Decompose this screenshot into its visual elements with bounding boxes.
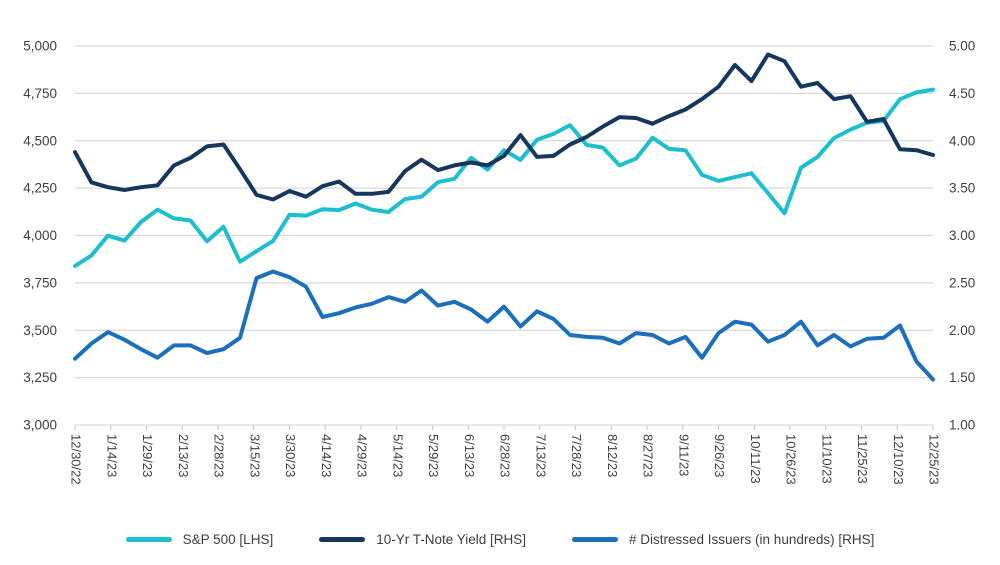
x-axis-tick-label: 1/14/23: [104, 434, 119, 477]
legend: S&P 500 [LHS] 10-Yr T-Note Yield [RHS] #…: [0, 524, 1000, 554]
x-axis-tick-label: 6/13/23: [462, 434, 477, 477]
x-axis-tick-label: 6/28/23: [498, 434, 513, 477]
left-axis-tick-label: 3,000: [23, 418, 57, 433]
right-axis-tick-label: 2.50: [949, 275, 975, 290]
left-axis-tick-label: 4,750: [23, 86, 57, 101]
x-axis-tick-label: 11/10/23: [819, 434, 834, 484]
x-axis-tick-label: 12/25/23: [927, 434, 942, 485]
x-axis-tick-label: 4/14/23: [319, 434, 334, 477]
left-axis-labels: 5,000 4,750 4,500 4,250 4,000 3,750 3,500 3,250…: [23, 39, 57, 433]
x-axis-tick-label: 3/15/23: [247, 434, 262, 477]
chart-svg: 5,000 4,750 4,500 4,250 4,000 3,750 3,500 3,250…: [23, 39, 975, 485]
legend-label-distressed: # Distressed Issuers (in hundreds) [RHS]: [629, 531, 875, 547]
right-axis-tick-label: 5.00: [949, 39, 975, 54]
right-axis-tick-label: 4.00: [949, 133, 975, 148]
x-axis-tick-label: 2/13/23: [176, 434, 191, 477]
left-axis-tick-label: 3,500: [23, 323, 57, 338]
x-axis-tick-label: 5/14/23: [390, 434, 405, 477]
right-axis-tick-label: 1.50: [949, 370, 975, 385]
x-axis-tick-label: 7/13/23: [533, 434, 548, 477]
x-axis-tick-label: 9/11/23: [676, 434, 691, 476]
right-axis-tick-label: 3.00: [949, 228, 975, 243]
left-axis-tick-label: 5,000: [23, 39, 57, 54]
legend-item-tnote: 10-Yr T-Note Yield [RHS]: [319, 532, 526, 547]
right-axis-tick-label: 2.00: [949, 323, 975, 338]
x-axis-tick-label: 3/30/23: [283, 434, 298, 477]
right-axis-tick-label: 3.50: [949, 181, 975, 196]
x-axis-labels: 12/30/22 1/14/23 1/29/23 2/13/23 2/28/23 3/15…: [69, 434, 942, 485]
right-axis-tick-label: 4.50: [949, 86, 975, 101]
plot-area: 5,000 4,750 4,500 4,250 4,000 3,750 3,500 3,250…: [23, 39, 975, 485]
x-axis-tick-label: 10/26/23: [784, 434, 799, 485]
left-axis-tick-label: 3,250: [23, 370, 57, 385]
legend-item-sp500: S&P 500 [LHS]: [125, 531, 274, 547]
right-axis-labels: 5.00 4.50 4.00 3.50 3.00 2.50 2.00 1.50 1.00: [949, 39, 975, 433]
left-axis-tick-label: 4,250: [23, 181, 57, 196]
sp500-line: [73, 87, 935, 268]
x-axis-tick-label: 7/28/23: [569, 434, 584, 477]
legend-label-sp500: S&P 500 [LHS]: [182, 531, 274, 547]
x-axis-tick-label: 10/11/23: [748, 434, 763, 484]
x-axis-tick-label: 4/29/23: [355, 434, 370, 477]
x-axis-tick-label: 8/12/23: [605, 434, 620, 477]
sp500-line-swatch: [125, 536, 172, 542]
right-axis-tick-label: 1.00: [949, 418, 975, 433]
x-axis-tick-label: 12/30/22: [69, 434, 84, 485]
tnote-line-swatch: [319, 536, 366, 542]
left-axis-tick-label: 3,750: [23, 275, 57, 290]
legend-label-tnote: 10-Yr T-Note Yield [RHS]: [376, 531, 527, 547]
left-axis-tick-label: 4,500: [23, 133, 57, 148]
distressed-line-swatch: [572, 536, 619, 542]
x-axis-tick-label: 11/25/23: [855, 434, 870, 484]
x-axis-tick-label: 8/27/23: [641, 434, 656, 477]
x-axis-tick-label: 2/28/23: [212, 434, 227, 477]
x-axis-tick-label: 9/26/23: [712, 434, 727, 477]
x-axis-ticks: [74, 425, 934, 430]
x-axis-tick-label: 5/29/23: [426, 434, 441, 477]
left-axis-tick-label: 4,000: [23, 228, 57, 243]
tnote-line: [73, 52, 935, 202]
legend-item-distressed: # Distressed Issuers (in hundreds) [RHS]: [572, 532, 874, 547]
x-axis-tick-label: 1/29/23: [140, 434, 155, 477]
distressed-line: [73, 269, 935, 382]
x-axis-tick-label: 12/10/23: [891, 434, 906, 485]
